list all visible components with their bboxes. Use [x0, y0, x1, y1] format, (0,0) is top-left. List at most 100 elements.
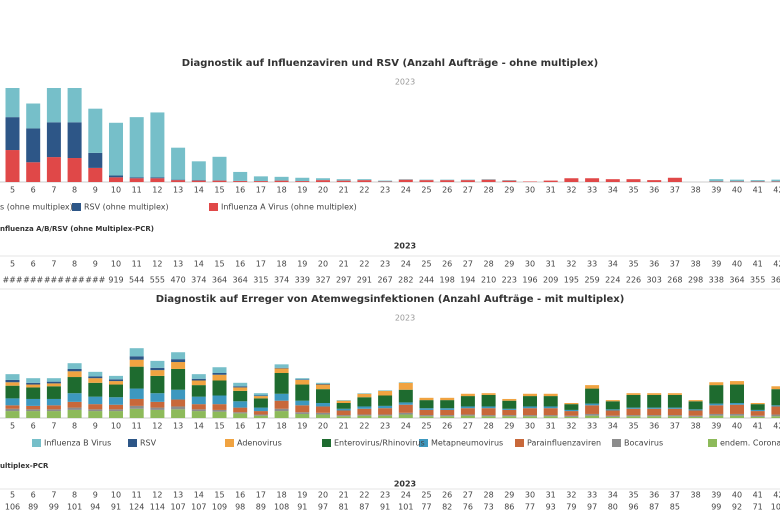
bar-segment [212, 409, 227, 412]
bar-segment [750, 415, 765, 417]
bar-segment [750, 180, 765, 182]
bar-segment [26, 382, 41, 385]
bar-segment [647, 180, 662, 182]
table-header: 21 [339, 260, 349, 269]
bar-segment [274, 373, 289, 394]
x-tick-label: 25 [421, 186, 431, 195]
bar-segment [709, 415, 724, 418]
bar-segment [109, 409, 123, 412]
table-cell: 555 [150, 276, 165, 285]
bar-segment [605, 401, 620, 410]
table-header: 38 [691, 491, 701, 500]
bar-segment [730, 413, 744, 416]
bar-segment [88, 152, 103, 168]
bar-segment [46, 122, 61, 158]
bar-segment [378, 390, 393, 396]
x-tick-label: 35 [628, 422, 638, 431]
bar-segment [233, 390, 248, 402]
table-cell: 77 [525, 503, 535, 512]
table-header: 34 [608, 260, 618, 269]
bar-segment [171, 406, 186, 410]
table-header: 32 [566, 260, 576, 269]
bar-segment [171, 409, 186, 418]
table-cell: 87 [649, 503, 659, 512]
table-cell: 327 [315, 276, 330, 285]
table-title: nfluenza A/B/RSV (ohne Multiplex-PCR) [0, 225, 154, 233]
bar-segment [67, 88, 82, 123]
table-cell: 338 [709, 276, 724, 285]
bar-segment [543, 408, 558, 416]
table-cell: 364 [233, 276, 248, 285]
table-cell: 89 [28, 503, 38, 512]
bar-segment [212, 156, 227, 181]
table-cell: 267 [377, 276, 392, 285]
bar-segment [605, 415, 620, 417]
bar-segment [129, 398, 144, 406]
table-header: 11 [132, 491, 142, 500]
legend-swatch [515, 439, 524, 447]
table-cell: 244 [419, 276, 434, 285]
bar-segment [481, 406, 496, 409]
bar-segment [295, 177, 310, 182]
bar-segment [5, 117, 20, 151]
table-cell: 80 [608, 503, 618, 512]
x-tick-label: 9 [93, 186, 98, 195]
table-cell: 99 [711, 503, 721, 512]
bar-segment [295, 412, 310, 414]
x-tick-label: 41 [753, 186, 763, 195]
table-cell: 544 [129, 276, 144, 285]
table-cell: 92 [732, 503, 742, 512]
table-header: 15 [214, 491, 224, 500]
table-cell: 85 [670, 503, 680, 512]
table-cell: ### [2, 276, 22, 285]
bar-segment [46, 157, 61, 182]
bar-segment [357, 393, 372, 398]
bar-segment [5, 150, 20, 182]
table-header: 17 [256, 491, 266, 500]
table-header: 20 [318, 491, 328, 500]
x-tick-label: 36 [649, 186, 659, 195]
bar-segment [750, 416, 765, 418]
table-header: 21 [339, 491, 349, 500]
table-cell: 76 [463, 503, 473, 512]
bar-segment [336, 400, 351, 401]
x-tick-label: 35 [628, 186, 638, 195]
bar-segment [274, 393, 289, 401]
x-tick-label: 37 [670, 422, 680, 431]
bar-segment [564, 415, 579, 417]
table-header: 24 [401, 491, 411, 500]
table-cell: ### [44, 276, 64, 285]
table-header: 19 [297, 491, 307, 500]
bar-segment [419, 397, 434, 401]
legend-label: Adenovirus [237, 439, 282, 448]
table-cell: ### [65, 276, 85, 285]
table-cell: 91 [297, 503, 307, 512]
table-header: 39 [711, 491, 721, 500]
bar-segment [709, 385, 724, 404]
x-tick-label: 28 [484, 186, 494, 195]
legend-swatch [72, 203, 81, 211]
bar-segment [253, 176, 268, 182]
bar-segment [419, 180, 434, 182]
bar-segment [357, 406, 372, 409]
bar-segment [295, 379, 310, 380]
bar-segment [109, 122, 123, 176]
bar-segment [378, 180, 393, 182]
bar-segment [46, 88, 61, 123]
bar-segment [750, 403, 765, 405]
bar-segment [88, 376, 103, 379]
chart-subtitle: 2023 [395, 314, 415, 323]
table-cell: 297 [336, 276, 351, 285]
table-header: 25 [421, 260, 431, 269]
bar-segment [730, 384, 744, 403]
bar-segment [316, 382, 330, 384]
bar-segment [605, 400, 620, 402]
x-tick-label: 18 [277, 422, 287, 431]
x-tick-label: 30 [525, 186, 535, 195]
bar-segment [398, 382, 413, 390]
bar-segment [88, 404, 103, 410]
bar-segment [5, 408, 20, 412]
table-cell: 195 [564, 276, 579, 285]
bar-segment [171, 389, 186, 400]
